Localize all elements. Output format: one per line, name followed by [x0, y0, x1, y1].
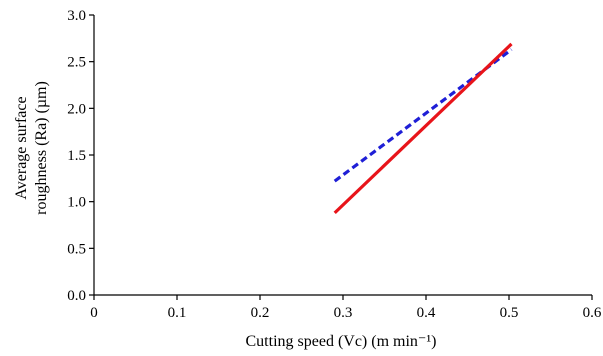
y-axis-title: Average surface roughness (Ra) (µm) [13, 81, 50, 215]
x-tick-label: 0.3 [334, 305, 353, 321]
y-tick-label: 0.5 [67, 241, 86, 257]
chart-series [333, 42, 513, 215]
x-tick-label: 0.2 [251, 305, 270, 321]
series-line-dashed [333, 48, 513, 183]
x-tick-label: 0.6 [583, 305, 602, 321]
y-tick-label: 3.0 [67, 8, 86, 24]
x-tick-label: 0 [90, 305, 98, 321]
x-axis-title: Cutting speed (Vc) (m min⁻¹) [246, 333, 437, 350]
x-tick-label: 0.4 [417, 305, 436, 321]
x-tick-label: 0.1 [168, 305, 187, 321]
y-tick-label: 1.5 [67, 148, 86, 164]
chart-axes [93, 15, 592, 296]
y-tick-label: 2.5 [67, 55, 86, 71]
series-line-solid [333, 42, 513, 215]
y-axis-title-line-2: roughness (Ra) (µm) [33, 81, 50, 215]
y-tick-label: 0.0 [67, 288, 86, 304]
y-tick-label: 1.0 [67, 195, 86, 211]
y-tick-label: 2.0 [67, 101, 86, 117]
y-axis-title-line-1: Average surface [13, 96, 30, 199]
axis-ticks: 0 0.1 0.2 0.3 0.4 0.5 0.6 0.0 0.5 1.0 1.5 2.0 2.5 3.0 [67, 8, 602, 321]
x-tick-label: 0.5 [500, 305, 519, 321]
